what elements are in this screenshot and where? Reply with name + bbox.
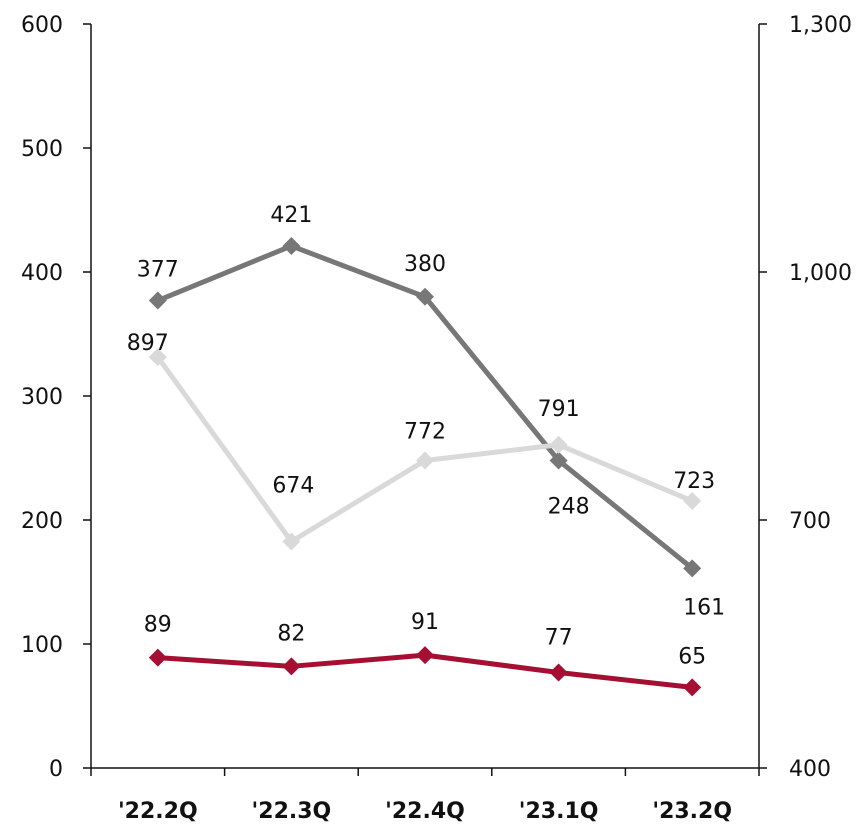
x-tick-label: '22.3Q bbox=[252, 799, 332, 824]
series-2-point bbox=[282, 532, 301, 551]
x-tick-label: '23.2Q bbox=[652, 799, 732, 824]
left-y-tick-label: 0 bbox=[49, 757, 63, 782]
series-3-data-label: 82 bbox=[277, 621, 305, 646]
series-2-point bbox=[683, 491, 702, 510]
series-lines bbox=[148, 236, 702, 697]
series-3-point bbox=[549, 663, 568, 682]
series-3-data-label: 77 bbox=[545, 626, 573, 651]
series-3-point bbox=[683, 678, 702, 697]
series-1-point bbox=[282, 236, 301, 255]
series-2-data-label: 674 bbox=[272, 473, 314, 498]
right-y-tick-label: 1,000 bbox=[789, 261, 852, 286]
series-2-point bbox=[148, 348, 167, 367]
series-1-data-label: 421 bbox=[270, 203, 312, 228]
axes: 0 100 200 300 400 500 600 400 700 1,000 1,300 '22.2… bbox=[21, 13, 852, 824]
left-y-tick-label: 400 bbox=[21, 261, 63, 286]
series-1-point bbox=[148, 291, 167, 310]
series-2-data-label: 772 bbox=[404, 419, 446, 444]
right-y-tick-label: 400 bbox=[789, 757, 831, 782]
left-y-tick-label: 100 bbox=[21, 633, 63, 658]
series-1-point bbox=[416, 287, 434, 306]
left-y-tick-label: 300 bbox=[21, 385, 63, 410]
series-line-2 bbox=[155, 355, 694, 544]
series-3-data-label: 65 bbox=[678, 644, 706, 669]
series-1-point bbox=[549, 451, 568, 470]
series-3-data-label: 89 bbox=[144, 613, 172, 638]
series-1-point bbox=[683, 559, 702, 578]
left-y-tick-label: 200 bbox=[21, 509, 63, 534]
series-2-point bbox=[416, 451, 434, 470]
series-3-data-label: 91 bbox=[411, 610, 439, 635]
series-3-point bbox=[416, 646, 434, 665]
right-y-tick-label: 700 bbox=[789, 509, 831, 534]
series-2-point bbox=[549, 435, 568, 454]
right-y-tick-label: 1,300 bbox=[789, 13, 852, 38]
series-2-data-label: 723 bbox=[673, 469, 715, 494]
series-1-data-label: 377 bbox=[137, 258, 179, 283]
series-3-point bbox=[282, 657, 301, 676]
data-labels: 377 421 380 248 161 897 674 772 791 723 89 82 91 77 65 bbox=[127, 203, 725, 669]
series-3-point bbox=[148, 648, 167, 667]
series-1-data-label: 380 bbox=[404, 252, 446, 277]
series-2-data-label: 791 bbox=[538, 397, 580, 422]
x-tick-label: '22.2Q bbox=[118, 799, 198, 824]
series-1-data-label: 161 bbox=[683, 595, 725, 620]
x-tick-label: '22.4Q bbox=[385, 799, 465, 824]
x-tick-label: '23.1Q bbox=[519, 799, 599, 824]
series-2-data-label: 897 bbox=[127, 331, 169, 356]
left-y-tick-label: 500 bbox=[21, 137, 63, 162]
series-1-data-label: 248 bbox=[548, 494, 590, 519]
left-y-tick-label: 600 bbox=[21, 13, 63, 38]
